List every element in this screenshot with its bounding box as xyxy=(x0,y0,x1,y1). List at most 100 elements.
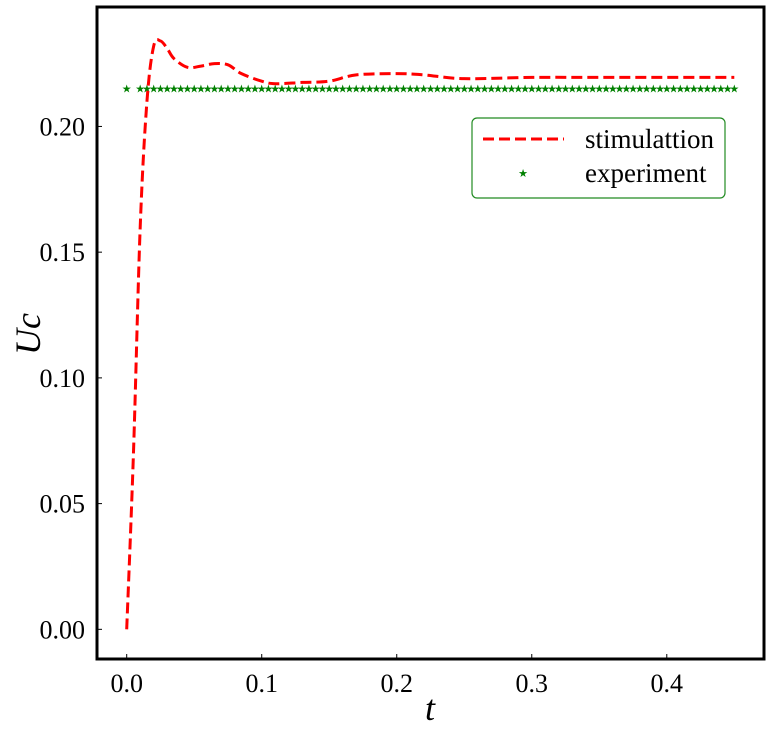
experiment-star-marker-icon: ★ xyxy=(142,84,152,96)
svg-text:Uc: Uc xyxy=(8,313,48,355)
legend-label-stimulattion: stimulattion xyxy=(585,124,715,154)
experiment-star-marker-icon: ★ xyxy=(122,84,132,96)
experiment-star-marker-icon: ★ xyxy=(702,84,712,96)
experiment-star-marker-icon: ★ xyxy=(264,84,274,96)
experiment-star-marker-icon: ★ xyxy=(372,84,382,96)
y-axis-label-main: U xyxy=(8,327,48,355)
experiment-star-marker-icon: ★ xyxy=(547,84,557,96)
experiment-star-marker-icon: ★ xyxy=(203,84,213,96)
experiment-star-marker-icon: ★ xyxy=(189,84,199,96)
experiment-star-marker-icon: ★ xyxy=(257,84,267,96)
experiment-star-marker-icon: ★ xyxy=(277,84,287,96)
experiment-star-marker-icon: ★ xyxy=(588,84,598,96)
experiment-star-marker-icon: ★ xyxy=(176,84,186,96)
experiment-star-marker-icon: ★ xyxy=(709,84,719,96)
experiment-star-marker-icon: ★ xyxy=(527,84,537,96)
experiment-star-marker-icon: ★ xyxy=(574,84,584,96)
experiment-star-marker-icon: ★ xyxy=(284,84,294,96)
experiment-star-marker-icon: ★ xyxy=(669,84,679,96)
experiment-star-marker-icon: ★ xyxy=(567,84,577,96)
experiment-star-marker-icon: ★ xyxy=(243,84,253,96)
y-tick-label: 0.20 xyxy=(40,112,86,141)
experiment-star-marker-icon: ★ xyxy=(581,84,591,96)
experiment-star-marker-icon: ★ xyxy=(716,84,726,96)
y-tick-label: 0.10 xyxy=(40,364,86,393)
y-tick-label: 0.05 xyxy=(40,490,86,519)
experiment-star-marker-icon: ★ xyxy=(270,84,280,96)
y-axis-label: Uc xyxy=(8,313,48,355)
experiment-star-marker-icon: ★ xyxy=(696,84,706,96)
experiment-star-marker-icon: ★ xyxy=(169,84,179,96)
experiment-star-marker-icon: ★ xyxy=(399,84,409,96)
experiment-star-marker-icon: ★ xyxy=(675,84,685,96)
experiment-star-marker-icon: ★ xyxy=(210,84,220,96)
experiment-star-marker-icon: ★ xyxy=(493,84,503,96)
experiment-star-marker-icon: ★ xyxy=(540,84,550,96)
axes-frame xyxy=(95,5,766,661)
experiment-star-marker-icon: ★ xyxy=(351,84,361,96)
experiment-star-marker-icon: ★ xyxy=(729,84,739,96)
experiment-star-marker-icon: ★ xyxy=(216,84,226,96)
experiment-star-marker-icon: ★ xyxy=(311,84,321,96)
experiment-star-marker-icon: ★ xyxy=(662,84,672,96)
experiment-star-marker-icon: ★ xyxy=(432,84,442,96)
y-tick-label: 0.15 xyxy=(40,238,86,267)
experiment-star-marker-icon: ★ xyxy=(689,84,699,96)
experiment-star-marker-icon: ★ xyxy=(365,84,375,96)
experiment-star-marker-icon: ★ xyxy=(162,84,172,96)
experiment-star-marker-icon: ★ xyxy=(480,84,490,96)
experiment-star-marker-icon: ★ xyxy=(446,84,456,96)
experiment-star-marker-icon: ★ xyxy=(453,84,463,96)
experiment-star-marker-icon: ★ xyxy=(473,84,483,96)
experiment-star-marker-icon: ★ xyxy=(513,84,523,96)
legend-star-marker-icon: ★ xyxy=(518,168,528,180)
experiment-star-marker-icon: ★ xyxy=(507,84,517,96)
experiment-star-marker-icon: ★ xyxy=(291,84,301,96)
legend-label-experiment: experiment xyxy=(585,158,707,188)
experiment-star-marker-icon: ★ xyxy=(561,84,571,96)
experiment-star-marker-icon: ★ xyxy=(331,84,341,96)
experiment-star-marker-icon: ★ xyxy=(385,84,395,96)
experiment-star-marker-icon: ★ xyxy=(304,84,314,96)
experiment-star-marker-icon: ★ xyxy=(237,84,247,96)
experiment-star-marker-icon: ★ xyxy=(358,84,368,96)
experiment-star-marker-icon: ★ xyxy=(223,84,233,96)
experiment-star-marker-icon: ★ xyxy=(554,84,564,96)
experiment-star-marker-icon: ★ xyxy=(628,84,638,96)
experiment-star-marker-icon: ★ xyxy=(601,84,611,96)
experiment-star-marker-icon: ★ xyxy=(378,84,388,96)
experiment-star-marker-icon: ★ xyxy=(594,84,604,96)
experiment-star-marker-icon: ★ xyxy=(520,84,530,96)
series-layer: ★ ★★★★★★★★★★★★★★★★★★★★★★★★★★★★★★★★★★★★★★★… xyxy=(122,38,739,630)
experiment-star-marker-icon: ★ xyxy=(405,84,415,96)
experiment-star-marker-icon: ★ xyxy=(621,84,631,96)
simulation-line xyxy=(125,38,735,630)
y-axis-label-sub: c xyxy=(8,313,48,329)
experiment-star-marker-icon: ★ xyxy=(635,84,645,96)
experiment-star-marker-icon: ★ xyxy=(608,84,618,96)
experiment-star-marker-icon: ★ xyxy=(648,84,658,96)
experiment-star-marker-icon: ★ xyxy=(297,84,307,96)
experiment-star-marker-icon: ★ xyxy=(412,84,422,96)
experiment-star-marker-icon: ★ xyxy=(682,84,692,96)
experiment-star-marker-icon: ★ xyxy=(250,84,260,96)
x-tick-label: 0.0 xyxy=(110,669,143,698)
experiment-star-marker-icon: ★ xyxy=(500,84,510,96)
experiment-star-marker-icon: ★ xyxy=(419,84,429,96)
x-tick-label: 0.4 xyxy=(651,669,684,698)
x-tick-label: 0.2 xyxy=(380,669,413,698)
experiment-star-marker-icon: ★ xyxy=(466,84,476,96)
y-tick-label: 0.00 xyxy=(40,615,86,644)
experiment-star-marker-icon: ★ xyxy=(459,84,469,96)
x-axis-label: t xyxy=(425,688,436,728)
x-tick-label: 0.1 xyxy=(245,669,278,698)
experiment-star-marker-icon: ★ xyxy=(392,84,402,96)
experiment-star-marker-icon: ★ xyxy=(655,84,665,96)
experiment-star-marker-icon: ★ xyxy=(156,84,166,96)
experiment-star-marker-icon: ★ xyxy=(183,84,193,96)
experiment-star-marker-icon: ★ xyxy=(149,84,159,96)
experiment-star-marker-icon: ★ xyxy=(439,84,449,96)
experiment-star-marker-icon: ★ xyxy=(723,84,733,96)
experiment-star-marker-icon: ★ xyxy=(534,84,544,96)
